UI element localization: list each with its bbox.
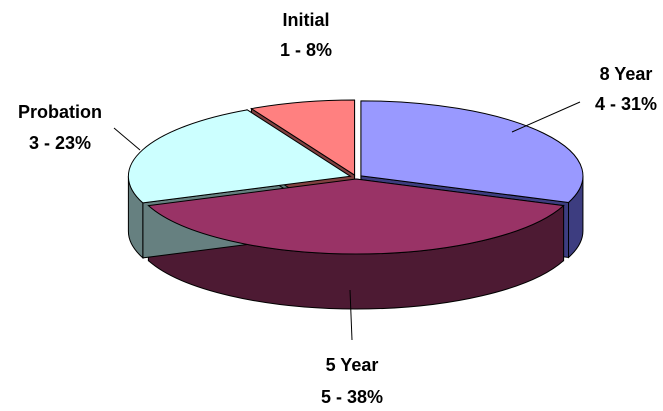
slice-label-probation: Probation [18,102,102,122]
leader-line-probation [113,127,141,151]
slice-value-5-year: 5 - 38% [321,387,383,407]
slice-initial [250,99,356,176]
leader-lines [113,101,581,341]
label-5-year: 5 Year 5 - 38% [321,355,383,407]
slice-probation [127,109,352,204]
slice-label-5-year: 5 Year [326,355,379,375]
slice-value-8-year: 4 - 31% [595,94,657,114]
leader-line-8-year [511,101,581,133]
slice-value-initial: 1 - 8% [280,40,332,60]
slice-5-year [147,178,565,255]
pie-tops [127,99,584,255]
slice-8-year [360,100,584,203]
slice-value-probation: 3 - 23% [29,133,91,153]
label-initial: Initial 1 - 8% [280,10,332,60]
label-probation: Probation 3 - 23% [18,102,102,153]
slice-label-8-year: 8 Year [600,64,653,84]
label-8-year: 8 Year 4 - 31% [595,64,657,114]
slice-label-initial: Initial [282,10,329,30]
leader-line-5-year [349,289,353,341]
